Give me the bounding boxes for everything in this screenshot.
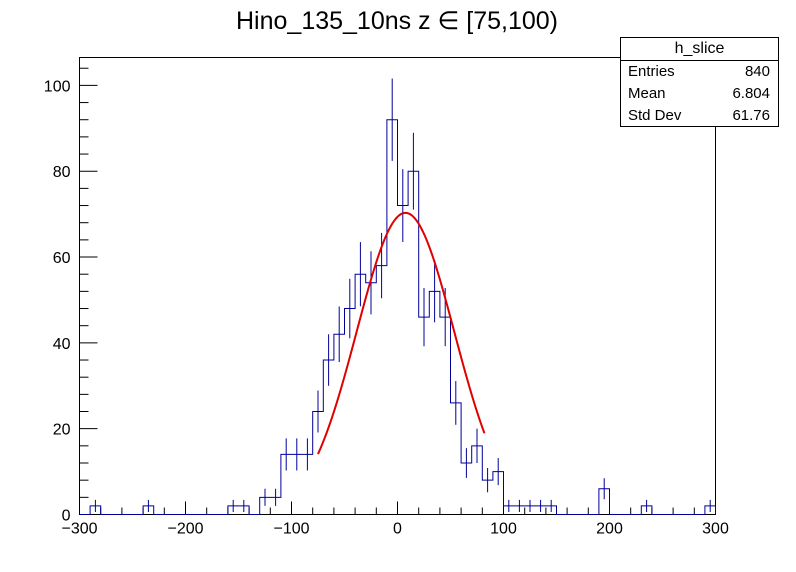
y-tick-label: 40 [53, 336, 71, 353]
x-tick-label: −200 [167, 521, 203, 538]
chart-title: Hino_135_10ns z ∈ [75,100) [236, 7, 558, 35]
stats-value: 840 [744, 63, 770, 80]
y-tick-label: 80 [53, 164, 71, 181]
x-tick-label: −300 [61, 521, 97, 538]
y-tick-label: 20 [53, 422, 71, 439]
stats-label: Mean [628, 85, 666, 102]
stats-row-entries: Entries 840 [621, 61, 778, 83]
y-tick-label: 100 [44, 78, 71, 95]
y-tick-label: 0 [62, 508, 71, 525]
x-tick-label: 200 [596, 521, 623, 538]
stats-label: Std Dev [628, 107, 682, 124]
stats-box: h_slice Entries 840 Mean 6.804 Std Dev 6… [620, 37, 779, 127]
y-tick-label: 60 [53, 250, 71, 267]
stats-label: Entries [628, 63, 675, 80]
gaussian-fit [317, 211, 486, 455]
histogram-series [79, 78, 716, 515]
histogram-outline [79, 119, 716, 515]
stats-title: h_slice [621, 38, 778, 61]
x-tick-label: −100 [273, 521, 309, 538]
fit-curve [317, 211, 486, 455]
x-tick-label: 0 [393, 521, 402, 538]
stats-value: 6.804 [732, 85, 770, 102]
axes: −300 −200 −100 0 100 200 300 0 20 40 60 80 100 [44, 67, 729, 538]
x-tick-label: 100 [490, 521, 517, 538]
stats-row-mean: Mean 6.804 [621, 83, 778, 105]
stats-value: 61.76 [732, 107, 770, 124]
stats-row-stddev: Std Dev 61.76 [621, 105, 778, 127]
x-tick-label: 300 [702, 521, 729, 538]
